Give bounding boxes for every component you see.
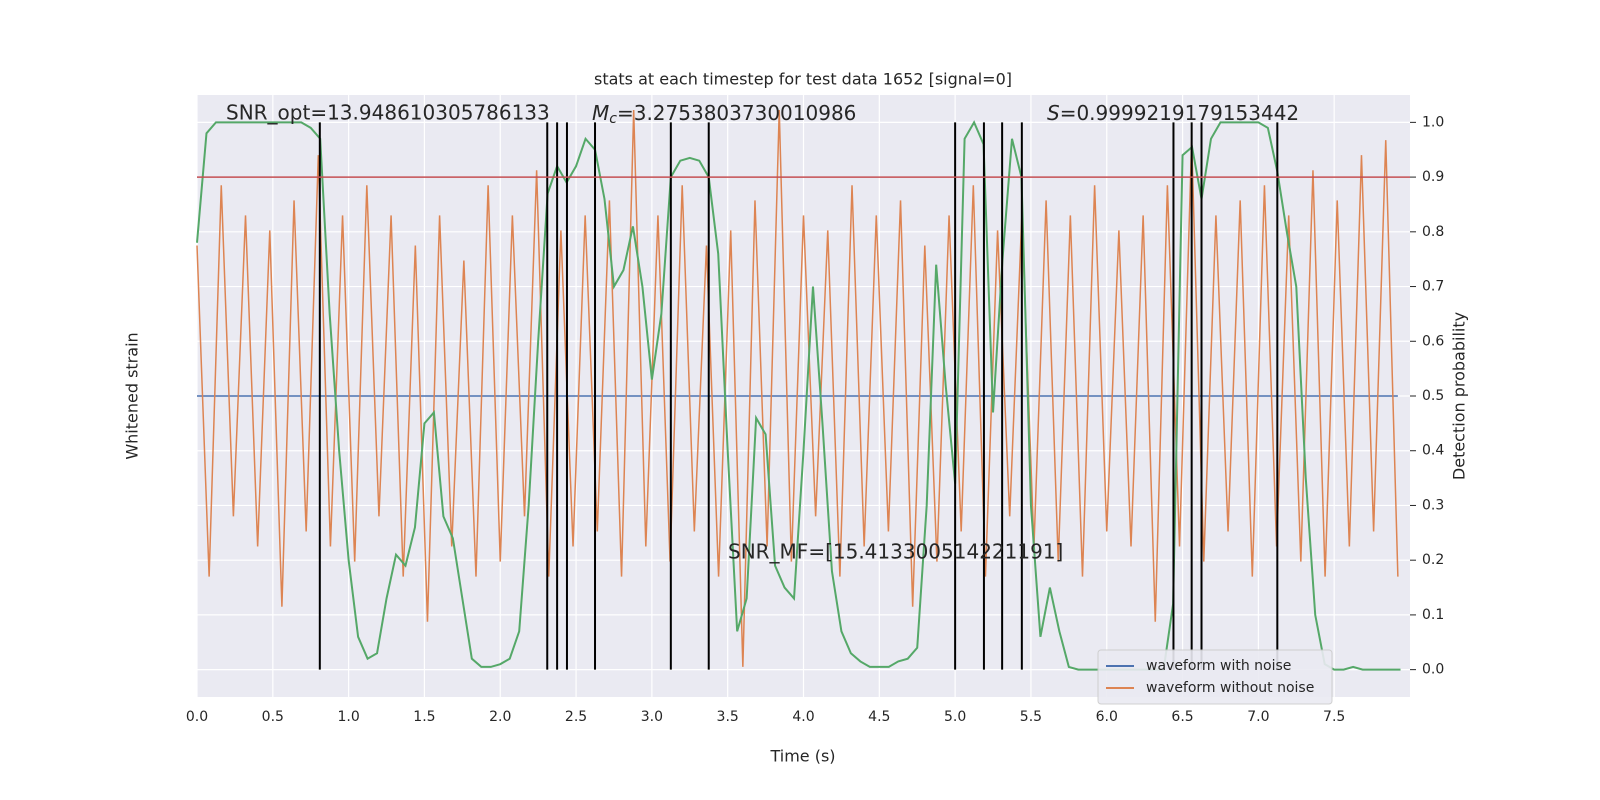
overlays <box>197 122 1410 670</box>
marks <box>196 110 1401 671</box>
y-axis-label: Whitened strain <box>123 332 142 459</box>
annotation-text: =0.9999219179153442 <box>1060 101 1299 125</box>
legend-label: waveform without noise <box>1146 680 1314 696</box>
annotation-subscript: c <box>609 111 617 127</box>
y2-tick-label: 0.5 <box>1422 388 1444 404</box>
x-tick-label: 3.5 <box>717 709 739 725</box>
x-tick-label: 7.5 <box>1323 709 1345 725</box>
annotation: SNR_opt=13.948610305786133 <box>226 101 550 125</box>
x-tick-label: 1.0 <box>337 709 359 725</box>
y2-tick-label: 0.9 <box>1422 169 1444 185</box>
chart-title: stats at each timestep for test data 165… <box>594 70 1012 89</box>
legend: waveform with noise waveform without nois… <box>1097 649 1333 705</box>
x-tick-label: 1.5 <box>413 709 435 725</box>
x-tick-label: 0.0 <box>186 709 208 725</box>
annotation-symbol: M <box>592 101 609 125</box>
x-tick-label: 6.5 <box>1171 709 1193 725</box>
annotation-symbol: S <box>1047 101 1060 125</box>
y2-axis-label: Detection probability <box>1450 312 1469 480</box>
annotation: Mc=3.2753803730010986 <box>592 101 856 128</box>
x-axis-label: Time (s) <box>769 747 835 766</box>
y2-tick-label: 0.6 <box>1422 333 1444 349</box>
y2-tick-label: 0.1 <box>1422 607 1444 623</box>
y2-tick-label: 1.0 <box>1422 114 1444 130</box>
annotation: SNR_MF=[15.413300514221191] <box>728 540 1063 564</box>
x-tick-label: 6.0 <box>1096 709 1118 725</box>
legend-box <box>1097 649 1333 705</box>
annotation: S=0.9999219179153442 <box>1047 101 1299 125</box>
x-tick-label: 2.5 <box>565 709 587 725</box>
x-tick-label: 3.0 <box>641 709 663 725</box>
y2-tick-label: 0.8 <box>1422 224 1444 240</box>
y2-tick-label: 0.2 <box>1422 552 1444 568</box>
x-tick-label: 0.5 <box>262 709 284 725</box>
y2-tick-label: 0.0 <box>1422 662 1444 678</box>
y2-tick-label: 0.3 <box>1422 497 1444 513</box>
x-tick-label: 4.0 <box>792 709 814 725</box>
x-tick-label: 5.5 <box>1020 709 1042 725</box>
y2-tick-label: 0.7 <box>1422 279 1444 295</box>
x-tick-label: 2.0 <box>489 709 511 725</box>
x-tick-label: 5.0 <box>944 709 966 725</box>
legend-label: waveform with noise <box>1146 658 1291 674</box>
series-line <box>196 120 1401 671</box>
y2-tick-label: 0.4 <box>1422 443 1444 459</box>
x-tick-label: 4.5 <box>868 709 890 725</box>
annotation-text: =3.2753803730010986 <box>617 101 856 125</box>
series-line <box>196 110 1399 667</box>
x-tick-label: 7.0 <box>1247 709 1269 725</box>
